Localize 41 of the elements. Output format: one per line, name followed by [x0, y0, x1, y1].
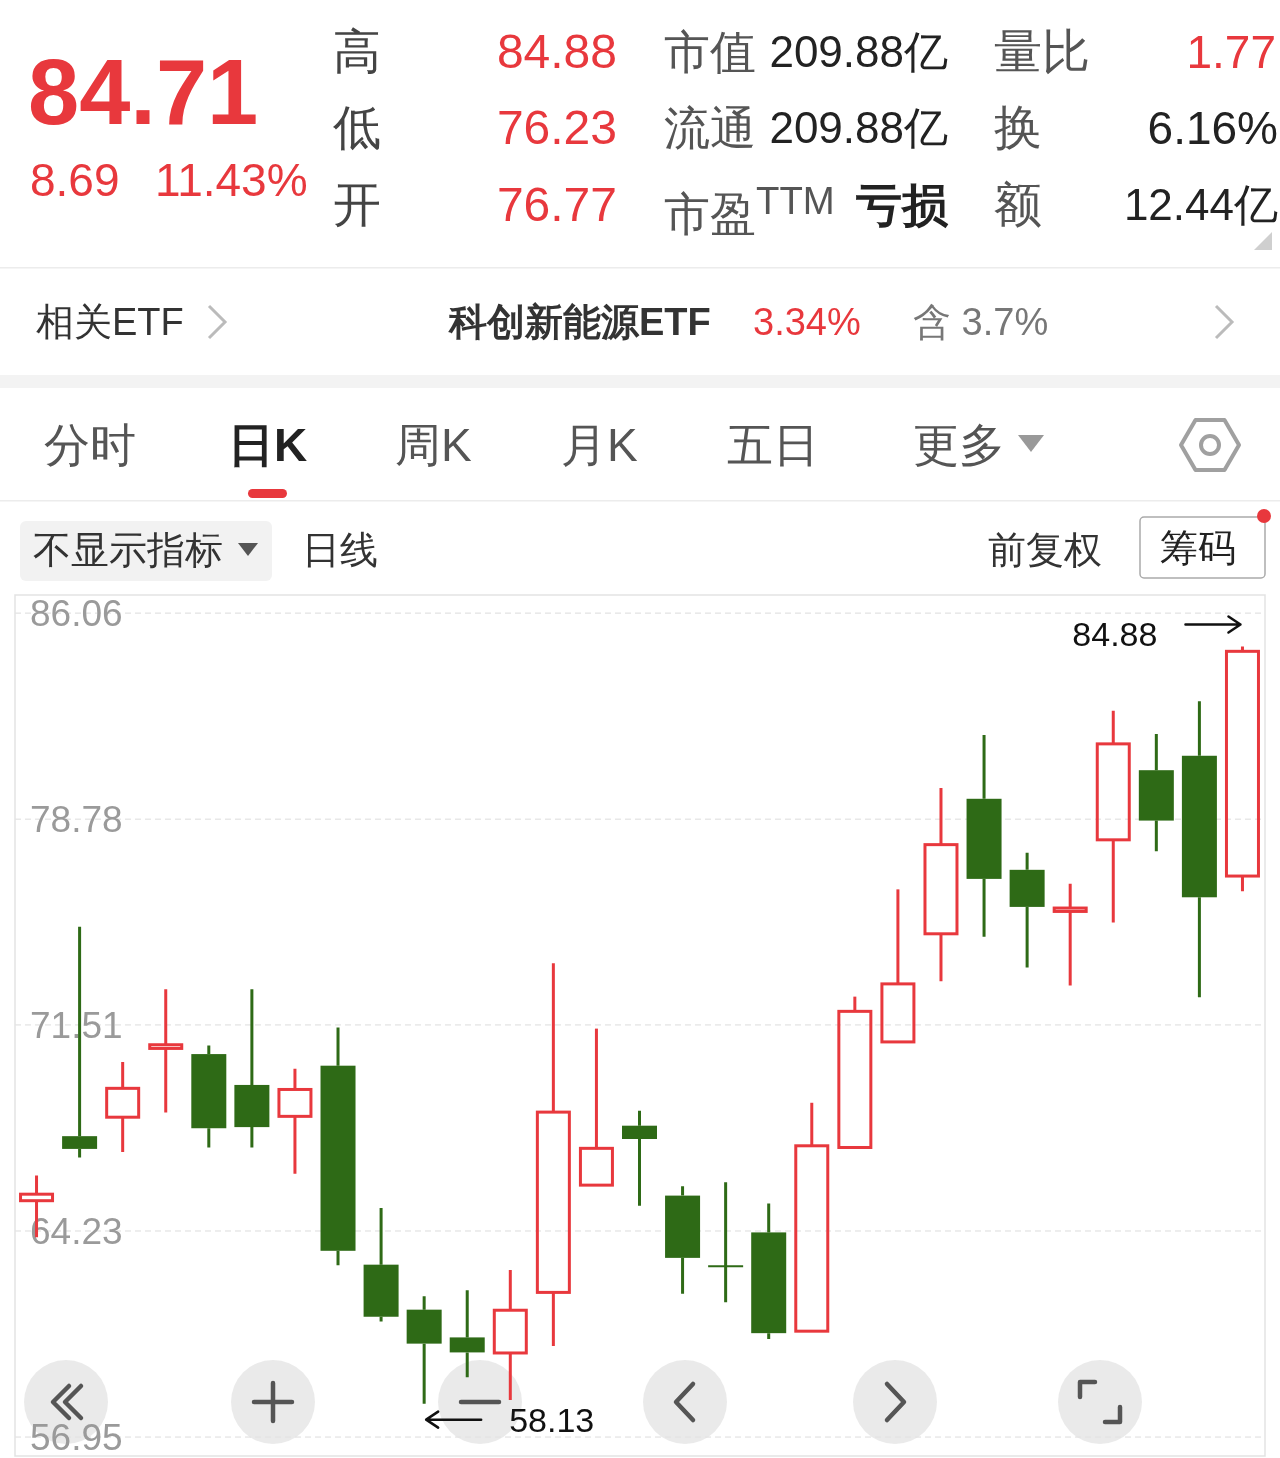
y-tick-label: 64.23 [30, 1210, 123, 1252]
text: 84.88 [496, 25, 617, 78]
text: 76.23 [496, 101, 617, 154]
annotation: 58.13 [509, 1400, 595, 1439]
y-tick-label: 56.95 [30, 1416, 123, 1458]
text: 11.43% [155, 154, 308, 206]
y-tick-label: 78.78 [30, 799, 123, 841]
text: 量比 [994, 25, 1090, 78]
text: 市盈$^{TTM}$ [664, 179, 835, 241]
text: 84.71 [28, 41, 259, 143]
text: 含 3.7% [913, 301, 1049, 343]
y-tick-label: 86.06 [30, 593, 123, 635]
text: 日K [228, 419, 308, 471]
text: 日线 [302, 529, 378, 571]
text: 12.44亿 [1123, 180, 1278, 229]
text: 五日 [727, 419, 819, 471]
text: 209.88亿 [769, 27, 948, 76]
text: 6.16% [1147, 102, 1278, 154]
text: 1.77 [1186, 26, 1276, 78]
text: 分时 [44, 419, 136, 471]
text: 亏损 [856, 179, 948, 231]
text: 月K [561, 419, 638, 471]
text: 8.69 [30, 154, 120, 206]
text: 76.77 [496, 178, 617, 231]
text: 额 [994, 178, 1042, 231]
text: 前复权 [988, 529, 1102, 571]
text: 筹码 [1160, 527, 1236, 569]
text: 209.88亿 [769, 103, 948, 152]
text: 换 [994, 101, 1042, 154]
annotation: 84.88 [1072, 615, 1158, 654]
text: 流通 [664, 102, 756, 154]
text: 开 [333, 178, 381, 231]
text: 高 [333, 25, 381, 78]
text: 科创新能源ETF [449, 301, 711, 343]
text: 不显示指标 [33, 529, 223, 571]
text: 更多 [913, 419, 1005, 471]
text: 3.34% [753, 301, 861, 343]
text: 周K [395, 419, 472, 471]
text: 相关ETF [36, 301, 184, 343]
text: 低 [333, 101, 381, 154]
text: 市值 [664, 26, 756, 78]
